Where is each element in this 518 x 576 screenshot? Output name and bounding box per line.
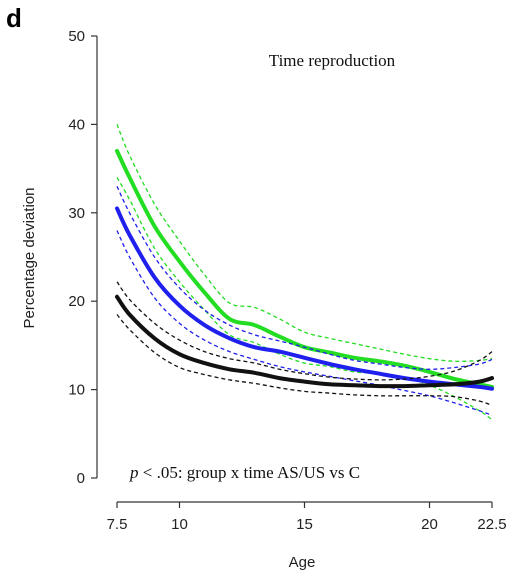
- series-0-upper-ci-line: [116, 124, 493, 363]
- axes: 0 10 20 30 40 50 7.5 10 15 20 22.5: [68, 28, 506, 533]
- significance-note-text: < .05: group x time AS/US vs C: [139, 463, 361, 482]
- x-tick-label-2: 15: [296, 516, 313, 533]
- series-1-upper-ci-line: [116, 186, 493, 370]
- series-group-2: [115, 281, 494, 407]
- chart-title: Time reproduction: [269, 51, 396, 70]
- x-tick-label-0: 7.5: [107, 516, 128, 533]
- y-tick-label-1: 10: [68, 382, 85, 399]
- x-axis-label: Age: [289, 554, 316, 571]
- series-2-mean-line: [115, 294, 494, 389]
- y-tick-label-4: 40: [68, 116, 85, 133]
- x-tick-label-3: 20: [421, 516, 438, 533]
- x-tick-label-1: 10: [171, 516, 188, 533]
- significance-note: p < .05: group x time AS/US vs C: [129, 463, 360, 482]
- x-tick-label-4: 22.5: [477, 516, 506, 533]
- series-group-0: [115, 124, 494, 421]
- series-1-lower-ci-line: [116, 230, 493, 416]
- significance-note-p: p: [129, 463, 139, 482]
- series-2-lower-ci-line: [116, 314, 493, 407]
- series-0-lower-ci-line: [116, 177, 493, 421]
- series-1-mean-line: [115, 206, 494, 391]
- series-layer: [115, 124, 494, 421]
- series-group-1: [115, 186, 494, 416]
- y-axis-label: Percentage deviation: [21, 188, 38, 329]
- y-ticks: 0 10 20 30 40 50: [68, 28, 97, 487]
- y-tick-label-0: 0: [77, 470, 85, 487]
- y-tick-label-3: 30: [68, 205, 85, 222]
- x-ticks: 7.5 10 15 20 22.5: [107, 502, 507, 533]
- y-tick-label-5: 50: [68, 28, 85, 45]
- panel-letter: d: [6, 3, 22, 33]
- series-2-upper-ci-line: [116, 281, 493, 381]
- y-tick-label-2: 20: [68, 293, 85, 310]
